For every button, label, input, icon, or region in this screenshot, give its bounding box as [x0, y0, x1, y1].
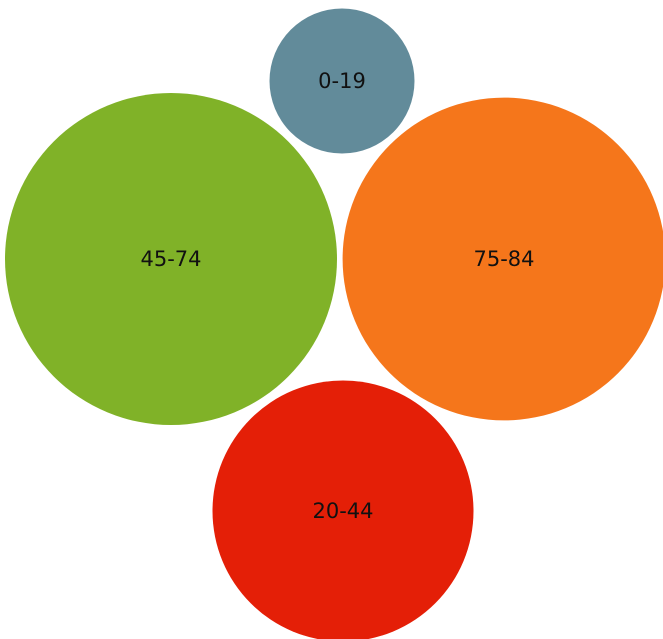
bubble-20-44[interactable]	[212, 380, 474, 639]
bubble-0-19[interactable]	[269, 8, 415, 154]
bubble-label-0-19: 0-19	[318, 69, 366, 93]
bubble-45-74[interactable]	[5, 93, 337, 425]
bubble-75-84[interactable]	[342, 97, 663, 421]
bubble-label-75-84: 75-84	[473, 247, 534, 271]
bubble-label-20-44: 20-44	[312, 499, 373, 523]
bubble-label-45-74: 45-74	[140, 247, 201, 271]
